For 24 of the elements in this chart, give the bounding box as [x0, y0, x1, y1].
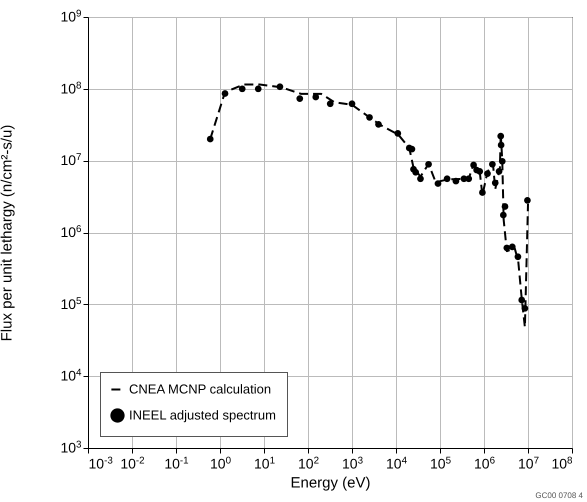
y-tick-label: 10$^{7}$ — [60, 152, 82, 168]
x-tick-label: 10$^{6}$ — [474, 455, 496, 472]
legend-label: INEEL adjusted spectrum — [129, 408, 276, 422]
legend-label: CNEA MCNP calculation — [129, 382, 272, 396]
x-tick-label: 10$^{3}$ — [342, 455, 364, 472]
x-tick-label: 10$^{2}$ — [298, 455, 320, 472]
y-axis-title: Flux per unit lethargy (n/cm²-s/u) — [0, 124, 16, 342]
x-tick-label: 10$^{-3}$ — [88, 455, 114, 472]
x-tick-label: 10$^{-1}$ — [164, 455, 189, 472]
y-tick-label: 10$^{6}$ — [60, 224, 82, 240]
x-tick-label: 10$^{-2}$ — [120, 455, 145, 472]
x-tick-label: 10$^{8}$ — [551, 455, 574, 472]
x-tick-label: 10$^{4}$ — [386, 455, 408, 472]
text: GC00 0708 4 — [535, 491, 583, 500]
y-tick-label: 10$^{8}$ — [60, 80, 82, 96]
x-tick-label: 10$^{7}$ — [518, 455, 540, 472]
x-tick-label: 10$^{0}$ — [210, 455, 232, 472]
x-axis-title: Energy (eV) — [290, 474, 371, 492]
y-tick-label: 10$^{9}$ — [60, 8, 82, 24]
x-tick-label: 10$^{1}$ — [254, 455, 276, 472]
y-tick-label: 10$^{3}$ — [60, 439, 82, 456]
y-tick-label: 10$^{4}$ — [60, 367, 82, 384]
y-tick-label: 10$^{5}$ — [60, 295, 82, 312]
x-tick-label: 10$^{5}$ — [430, 455, 452, 472]
